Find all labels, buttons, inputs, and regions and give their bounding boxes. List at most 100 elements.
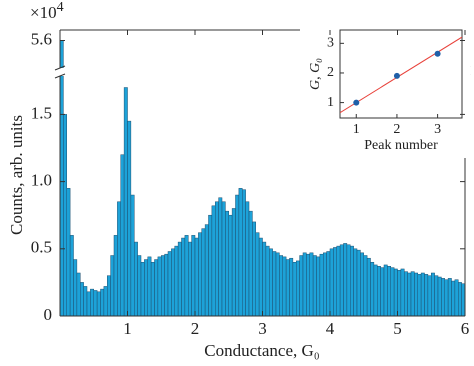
bar xyxy=(215,201,219,317)
bar xyxy=(336,245,341,317)
bar xyxy=(83,286,88,317)
bar xyxy=(191,235,196,317)
bar xyxy=(194,237,199,317)
bar xyxy=(444,279,449,317)
bar xyxy=(431,272,435,317)
bar xyxy=(350,245,354,317)
bar xyxy=(370,261,375,317)
bar xyxy=(171,248,175,317)
bar xyxy=(204,224,209,317)
y-tick-label: 0.5 xyxy=(31,238,52,257)
inset-x-tick-label: 3 xyxy=(434,122,441,137)
bar xyxy=(218,197,223,317)
bar xyxy=(144,259,148,317)
bar xyxy=(316,256,321,317)
bar xyxy=(427,275,432,317)
bar xyxy=(265,245,270,317)
bar xyxy=(228,214,233,317)
bar xyxy=(306,253,310,317)
bar xyxy=(269,248,273,317)
inset-background xyxy=(300,26,470,158)
bar xyxy=(255,232,260,317)
bar xyxy=(208,214,213,317)
y-tick-label: 1.5 xyxy=(31,103,52,122)
bar xyxy=(454,279,459,317)
fit-line xyxy=(340,36,462,114)
y-multiplier-base: ×10 xyxy=(30,3,57,22)
y-tick-label: 5.6 xyxy=(31,29,52,48)
bar xyxy=(262,241,267,317)
inset-y-tick-label: 3 xyxy=(327,36,334,51)
bar xyxy=(447,278,452,317)
bar xyxy=(184,235,189,317)
bar xyxy=(73,259,78,317)
inset-y-tick-label: 2 xyxy=(327,65,334,80)
bar xyxy=(174,245,179,317)
bar xyxy=(424,274,429,317)
bar xyxy=(363,255,368,317)
x-tick-label: 5 xyxy=(393,319,402,338)
bar xyxy=(458,282,462,317)
bar xyxy=(120,154,125,317)
bar xyxy=(282,256,287,317)
y-axis-label: Counts, arb. units xyxy=(7,115,26,235)
bar xyxy=(252,221,256,317)
bar xyxy=(437,276,442,317)
bar xyxy=(117,201,121,317)
y-multiplier: ×104 xyxy=(30,0,64,22)
bar xyxy=(323,252,327,317)
bar xyxy=(177,241,182,317)
bar xyxy=(245,201,250,317)
bar xyxy=(339,244,344,317)
point xyxy=(393,72,400,79)
bar xyxy=(225,210,229,317)
bar xyxy=(110,255,115,317)
bar xyxy=(80,282,84,317)
y-tick-label: 0 xyxy=(44,305,53,324)
bar xyxy=(346,244,351,317)
bar xyxy=(441,278,445,317)
bar xyxy=(366,257,371,317)
bar xyxy=(404,271,408,317)
inset-x-label: Peak number xyxy=(364,138,438,153)
x-tick-label: 1 xyxy=(123,319,132,338)
bar xyxy=(258,237,263,317)
bar xyxy=(157,256,162,317)
bar xyxy=(360,252,364,317)
bar xyxy=(356,249,361,317)
bar xyxy=(164,253,169,317)
bar xyxy=(188,241,192,317)
bar xyxy=(140,261,145,317)
bar xyxy=(107,275,111,317)
bar xyxy=(154,259,159,317)
x-tick-label: 4 xyxy=(326,319,335,338)
inset-y-tick-label: 1 xyxy=(327,95,334,110)
bar xyxy=(309,252,314,317)
x-axis-label: Conductance, G₀ xyxy=(204,341,320,360)
bar xyxy=(248,210,253,317)
bar xyxy=(221,201,226,317)
bar xyxy=(333,247,337,317)
bar xyxy=(150,261,155,317)
bar xyxy=(235,194,240,317)
bar xyxy=(147,256,152,317)
bar xyxy=(397,270,402,317)
bar xyxy=(231,208,236,317)
bar xyxy=(90,288,94,317)
bar xyxy=(130,194,135,317)
bar xyxy=(181,237,186,317)
bar xyxy=(198,232,202,317)
bar xyxy=(343,243,348,317)
bar xyxy=(113,235,118,317)
bar xyxy=(275,252,280,317)
bar xyxy=(393,268,398,317)
bar xyxy=(353,248,358,317)
bar xyxy=(279,255,283,317)
bar xyxy=(377,266,381,317)
bar xyxy=(390,267,395,317)
bar xyxy=(211,205,216,317)
inset: 1 2 3 1 2 3 xyxy=(327,36,462,137)
inset-frame xyxy=(339,29,463,119)
bar xyxy=(167,251,172,317)
bar xyxy=(59,40,64,317)
